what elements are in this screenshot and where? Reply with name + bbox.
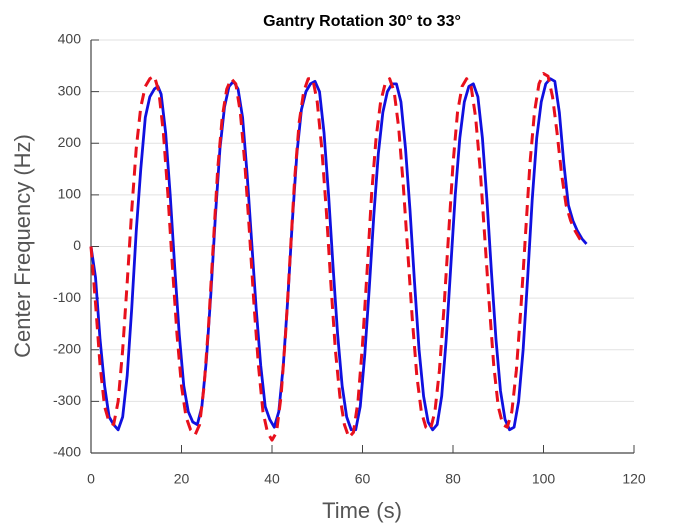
x-axis-label: Time (s)	[322, 498, 402, 523]
y-tick-label: 100	[58, 186, 82, 202]
y-tick-label: -100	[53, 289, 81, 305]
y-tick-label: -200	[53, 340, 81, 356]
chart-title: Gantry Rotation 30° to 33°	[263, 13, 461, 30]
x-tick-label: 40	[264, 471, 280, 487]
y-axis-label: Center Frequency (Hz)	[10, 134, 35, 358]
x-tick-label: 80	[445, 471, 461, 487]
y-tick-label: -400	[53, 444, 81, 460]
series-line	[89, 77, 588, 432]
x-tick-label: 0	[87, 471, 95, 487]
y-tick-label: 0	[73, 237, 81, 253]
y-tick-label: 200	[58, 134, 82, 150]
x-tick-label: 120	[622, 471, 646, 487]
y-tick-label: -300	[53, 392, 81, 408]
y-tick-label: 300	[58, 82, 82, 98]
x-tick-label: 60	[355, 471, 371, 487]
y-tick-label: 400	[58, 31, 82, 47]
x-tick-label: 20	[174, 471, 190, 487]
series-line	[89, 72, 586, 442]
x-tick-label: 100	[532, 471, 556, 487]
